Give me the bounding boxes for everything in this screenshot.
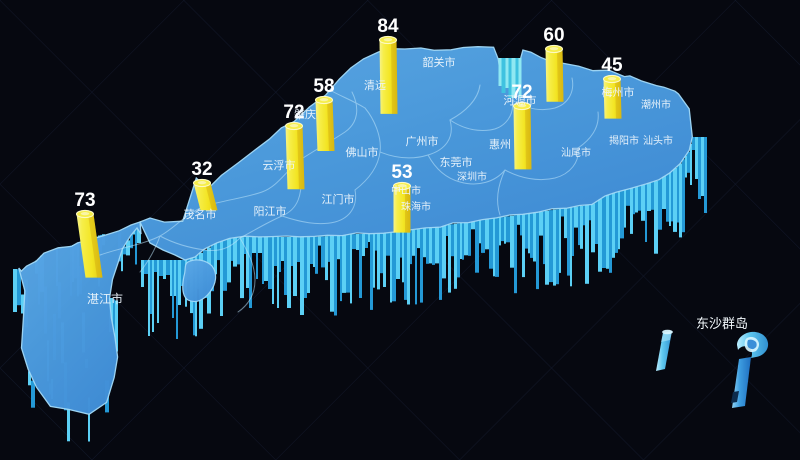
svg-text:53: 53	[391, 162, 412, 183]
svg-text:84: 84	[377, 16, 399, 37]
svg-text:湛江市: 湛江市	[87, 291, 123, 306]
svg-text:肇庆: 肇庆	[294, 107, 316, 121]
svg-text:阳江市: 阳江市	[254, 204, 287, 218]
svg-text:潮州市: 潮州市	[641, 98, 671, 111]
svg-text:汕头市: 汕头市	[643, 134, 673, 147]
svg-text:珠海市: 珠海市	[401, 200, 431, 213]
svg-text:茂名市: 茂名市	[184, 207, 217, 221]
svg-text:佛山市: 佛山市	[346, 145, 379, 159]
svg-text:梅州市: 梅州市	[602, 85, 635, 99]
svg-text:中山市: 中山市	[391, 184, 421, 197]
svg-text:45: 45	[601, 55, 623, 76]
svg-text:揭阳市: 揭阳市	[609, 134, 639, 147]
svg-text:江门市: 江门市	[322, 192, 355, 206]
svg-text:58: 58	[313, 76, 334, 97]
svg-text:清远: 清远	[364, 79, 386, 92]
svg-text:惠州: 惠州	[489, 137, 511, 151]
svg-text:73: 73	[74, 190, 95, 211]
svg-text:河源市: 河源市	[504, 93, 537, 107]
svg-text:60: 60	[543, 25, 564, 46]
svg-text:汕尾市: 汕尾市	[561, 146, 591, 159]
svg-text:云浮市: 云浮市	[263, 158, 296, 172]
svg-text:32: 32	[191, 159, 212, 180]
svg-text:深圳市: 深圳市	[457, 170, 487, 183]
svg-text:东沙群岛: 东沙群岛	[696, 316, 748, 331]
svg-text:东莞市: 东莞市	[440, 155, 473, 169]
svg-text:广州市: 广州市	[406, 134, 439, 148]
svg-text:韶关市: 韶关市	[423, 55, 456, 69]
